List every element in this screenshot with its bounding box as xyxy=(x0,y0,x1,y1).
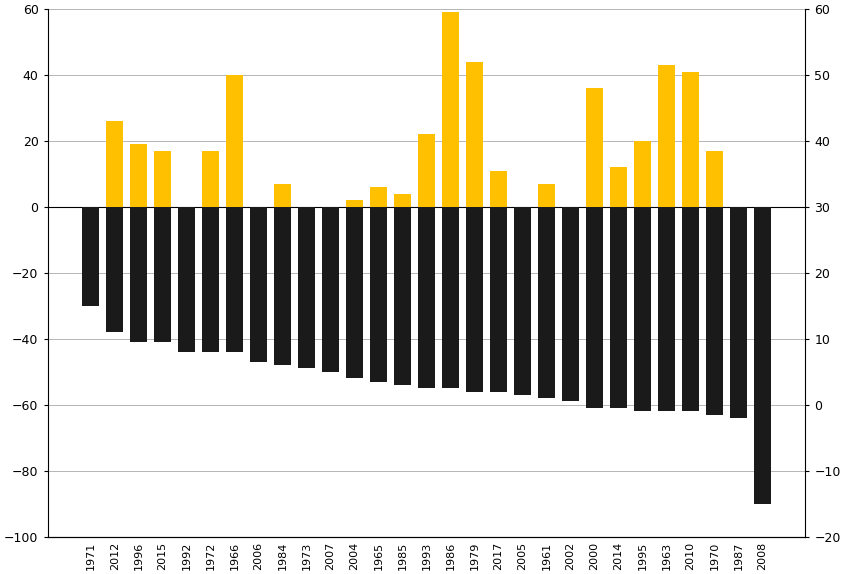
Bar xyxy=(441,13,458,207)
Bar xyxy=(465,207,483,391)
Bar xyxy=(225,207,243,352)
Bar xyxy=(490,170,506,207)
Bar xyxy=(537,207,555,398)
Bar xyxy=(178,207,195,223)
Bar xyxy=(273,184,291,207)
Bar xyxy=(154,207,171,342)
Bar xyxy=(345,200,363,207)
Bar xyxy=(82,207,100,306)
Bar xyxy=(273,207,291,365)
Bar xyxy=(393,194,411,207)
Bar xyxy=(585,88,603,207)
Bar xyxy=(225,75,243,207)
Bar xyxy=(298,207,315,369)
Bar xyxy=(537,184,555,207)
Bar xyxy=(322,207,338,210)
Bar xyxy=(250,207,267,210)
Bar xyxy=(729,207,746,418)
Bar xyxy=(609,168,626,207)
Bar xyxy=(202,151,219,207)
Bar xyxy=(441,207,458,388)
Bar xyxy=(298,207,315,289)
Bar xyxy=(202,207,219,352)
Bar xyxy=(705,207,722,414)
Bar xyxy=(633,141,650,207)
Bar xyxy=(657,65,674,207)
Bar xyxy=(681,72,698,207)
Bar xyxy=(465,62,483,207)
Bar xyxy=(705,151,722,207)
Bar xyxy=(585,207,603,408)
Bar xyxy=(657,207,674,412)
Bar xyxy=(345,207,363,378)
Bar xyxy=(729,207,746,289)
Bar xyxy=(513,207,531,395)
Bar xyxy=(82,207,100,233)
Bar xyxy=(753,207,770,299)
Bar xyxy=(370,207,387,382)
Bar xyxy=(130,144,147,207)
Bar xyxy=(106,121,123,207)
Bar xyxy=(681,207,698,412)
Bar xyxy=(561,207,578,401)
Bar xyxy=(370,187,387,207)
Bar xyxy=(154,151,171,207)
Bar xyxy=(322,207,338,372)
Bar xyxy=(418,134,435,207)
Bar xyxy=(106,207,123,332)
Bar xyxy=(393,207,411,385)
Bar xyxy=(418,207,435,388)
Bar xyxy=(513,207,531,283)
Bar xyxy=(490,207,506,391)
Bar xyxy=(633,207,650,412)
Bar xyxy=(609,207,626,408)
Bar xyxy=(561,207,578,352)
Bar xyxy=(753,207,770,503)
Bar xyxy=(130,207,147,342)
Bar xyxy=(178,207,195,352)
Bar xyxy=(250,207,267,362)
